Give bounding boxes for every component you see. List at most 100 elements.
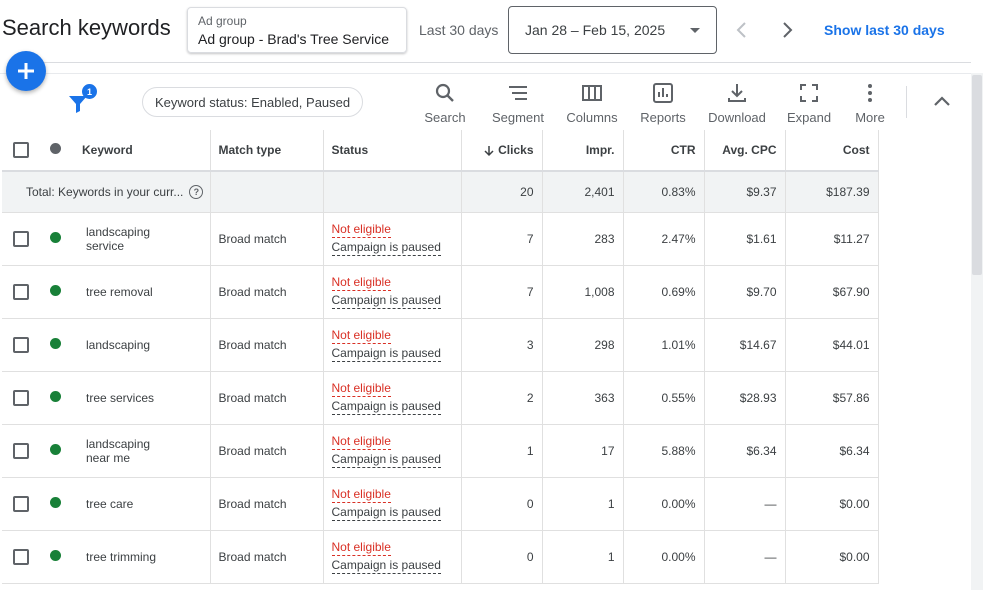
match-type-cell: Broad match [210,265,324,319]
row-checkbox[interactable] [13,230,29,247]
row-checkbox[interactable] [13,283,29,300]
column-header-cost[interactable]: Cost [785,130,879,172]
enabled-status-dot-icon[interactable] [50,549,61,561]
select-all-checkbox[interactable] [13,142,29,158]
filter-chip-keyword-status[interactable]: Keyword status: Enabled, Paused [142,87,364,117]
row-checkbox[interactable] [13,548,29,565]
segment-button[interactable]: Segment [483,81,553,125]
status-not-eligible[interactable]: Not eligible [331,274,391,291]
enabled-status-dot-icon[interactable] [50,390,61,402]
clicks-cell: 7 [461,265,543,319]
collapse-button[interactable] [930,89,954,113]
column-header-avg-cpc[interactable]: Avg. CPC [704,130,786,172]
enabled-status-dot-icon[interactable] [50,284,61,296]
status-not-eligible[interactable]: Not eligible [331,486,391,503]
keyword-cell[interactable]: landscaping near me [74,424,211,478]
status-campaign-paused[interactable]: Campaign is paused [331,292,441,309]
keyword-cell[interactable]: tree services [74,371,211,425]
match-type-text: Broad match [218,284,287,299]
keyword-text-line1: landscaping [86,337,151,352]
status-cell: Not eligible Campaign is paused [323,265,462,319]
row-checkbox[interactable] [13,336,29,353]
expand-icon [800,84,818,102]
impr-cell: 298 [542,318,624,372]
row-select-cell [2,530,40,584]
total-label: Total: Keywords in your curr... [26,184,184,199]
status-campaign-paused[interactable]: Campaign is paused [331,239,441,256]
keyword-cell[interactable]: landscaping service [74,212,211,266]
download-button[interactable]: Download [702,81,772,125]
keyword-cell[interactable]: tree removal [74,265,211,319]
match-type-text: Broad match [218,390,287,405]
show-last-30-days-link[interactable]: Show last 30 days [824,22,945,38]
expand-label: Expand [786,110,832,125]
enabled-status-dot-icon[interactable] [50,443,61,455]
keyword-text-line1: landscaping [86,436,151,451]
column-header-clicks[interactable]: Clicks [461,130,543,172]
table-row: tree services Broad match Not eligible Camp… [2,371,879,425]
scrollbar-thumb[interactable] [972,75,982,275]
status-campaign-paused[interactable]: Campaign is paused [331,504,441,521]
download-label: Download [708,110,766,125]
total-row: Total: Keywords in your curr... ? 20 2,4… [2,171,879,213]
status-campaign-paused[interactable]: Campaign is paused [331,398,441,415]
status-not-eligible[interactable]: Not eligible [331,327,391,344]
date-range-label: Last 30 days [419,22,499,38]
ad-group-selector[interactable]: Ad group Ad group - Brad's Tree Service [187,7,407,53]
date-range-picker[interactable]: Jan 28 – Feb 15, 2025 [508,6,717,54]
reports-button[interactable]: Reports [628,81,698,125]
clicks-cell: 0 [461,477,543,531]
download-icon [728,84,746,102]
previous-period-button[interactable] [729,18,753,42]
enabled-status-dot-icon[interactable] [50,337,61,349]
column-header-status[interactable]: Status [323,130,462,172]
enabled-status-dot-icon[interactable] [50,231,61,243]
status-campaign-paused[interactable]: Campaign is paused [331,451,441,468]
enabled-status-dot-icon[interactable] [50,496,61,508]
more-button[interactable]: More [835,81,905,125]
total-avg-cpc: $9.37 [704,171,786,213]
cost-cell: $0.00 [785,530,879,584]
column-header-keyword-label: Keyword [82,143,133,157]
row-checkbox[interactable] [13,389,29,406]
table-row: landscaping near me Broad match Not eligibl… [2,424,879,478]
status-not-eligible[interactable]: Not eligible [331,433,391,450]
help-icon[interactable]: ? [189,184,204,199]
status-not-eligible[interactable]: Not eligible [331,380,391,397]
more-label: More [855,110,885,125]
filter-button[interactable]: 1 [66,84,97,114]
keyword-cell[interactable]: tree care [74,477,211,531]
add-keyword-button[interactable] [6,51,46,91]
column-header-impr[interactable]: Impr. [542,130,624,172]
ctr-cell: 0.69% [623,265,705,319]
search-button[interactable]: Search [410,81,480,125]
status-not-eligible[interactable]: Not eligible [331,539,391,556]
ctr-cell: 2.47% [623,212,705,266]
columns-button[interactable]: Columns [557,81,627,125]
keyword-cell[interactable]: tree trimming [74,530,211,584]
table-row: landscaping Broad match Not eligible Campai… [2,318,879,372]
keyword-cell[interactable]: landscaping [74,318,211,372]
column-header-ctr[interactable]: CTR [623,130,705,172]
status-not-eligible[interactable]: Not eligible [331,221,391,238]
status-cell: Not eligible Campaign is paused [323,318,462,372]
status-cell: Not eligible Campaign is paused [323,477,462,531]
segment-icon [509,86,527,100]
reports-icon [653,83,673,103]
status-cell: Not eligible Campaign is paused [323,424,462,478]
row-checkbox[interactable] [13,442,29,459]
expand-button[interactable]: Expand [774,81,844,125]
chevron-up-icon [934,96,950,106]
column-header-keyword[interactable]: Keyword [74,130,211,172]
match-type-cell: Broad match [210,424,324,478]
clicks-cell: 7 [461,212,543,266]
status-campaign-paused[interactable]: Campaign is paused [331,557,441,574]
match-type-cell: Broad match [210,530,324,584]
next-period-button[interactable] [776,18,800,42]
status-campaign-paused[interactable]: Campaign is paused [331,345,441,362]
row-checkbox[interactable] [13,495,29,512]
cost-cell: $0.00 [785,477,879,531]
column-header-match-type[interactable]: Match type [210,130,324,172]
impr-cell: 17 [542,424,624,478]
impr-cell: 1,008 [542,265,624,319]
